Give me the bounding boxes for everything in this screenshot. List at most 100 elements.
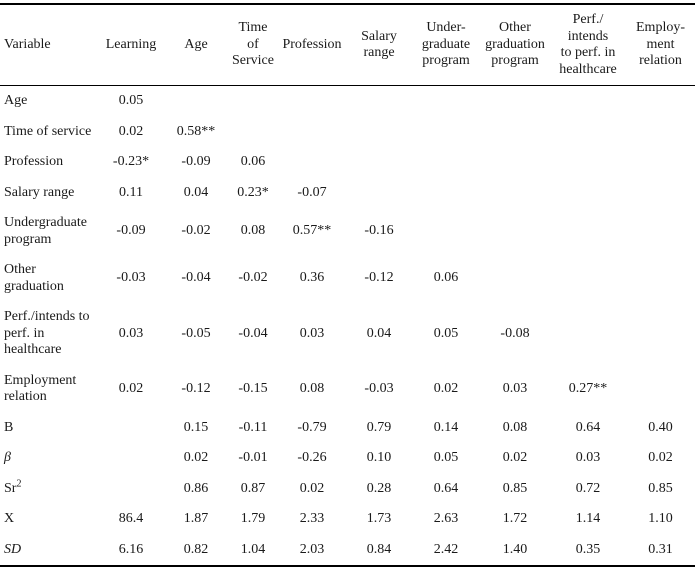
table-cell: 1.10 — [648, 511, 673, 527]
table-cell — [412, 86, 480, 117]
table-cell — [164, 86, 228, 117]
table-cell: 0.11 — [119, 184, 143, 200]
table-cell — [98, 474, 164, 505]
table-row: Age 0.05 — [0, 86, 695, 117]
table-row: Employment relation 0.02 -0.12 -0.15 0.08 -0.… — [0, 366, 695, 413]
row-label: Sr2 — [4, 478, 22, 496]
table-cell: 0.02 — [118, 123, 144, 139]
table-cell: 0.04 — [183, 184, 209, 200]
table-cell — [550, 117, 626, 148]
table-cell: 1.40 — [502, 541, 528, 557]
table-cell — [480, 147, 550, 178]
table-cell: -0.02 — [181, 223, 211, 239]
table-cell: 0.85 — [648, 480, 673, 496]
table-cell: 0.58** — [176, 123, 216, 139]
table-cell: 0.64 — [433, 480, 459, 496]
table-cell: 0.86 — [183, 480, 209, 496]
table-cell: 0.15 — [183, 419, 209, 435]
table-cell — [550, 178, 626, 209]
table-cell: -0.03 — [364, 380, 394, 396]
table-row: X 86.4 1.87 1.79 2.33 1.73 2.63 1.72 1.14 1.10 — [0, 504, 695, 535]
table-cell: 0.08 — [502, 419, 528, 435]
table-cell: 0.08 — [299, 380, 325, 396]
column-header-undergraduate-program: Under-graduate program — [421, 20, 471, 69]
table-cell: 0.28 — [366, 480, 392, 496]
table-cell: 0.64 — [575, 419, 601, 435]
table-cell: 2.42 — [433, 541, 459, 557]
column-header-employment-relation: Employ-ment relation — [636, 20, 685, 69]
header-row: Variable Learning Age Time of Service Professi… — [0, 4, 695, 86]
table-cell: -0.79 — [297, 419, 327, 435]
table-cell — [550, 86, 626, 117]
table-cell: 0.27** — [568, 380, 608, 396]
table-cell: 86.4 — [118, 511, 144, 527]
table-cell: 1.73 — [366, 511, 392, 527]
table-cell: 0.05 — [433, 325, 459, 341]
column-header-variable: Variable — [4, 36, 51, 52]
table-cell — [346, 178, 412, 209]
correlation-table: Variable Learning Age Time of Service Professi… — [0, 3, 695, 568]
table-cell: 0.72 — [575, 480, 601, 496]
table-cell: -0.09 — [181, 154, 211, 170]
table-row: Sr2 0.86 0.87 0.02 0.28 0.64 0.85 0.72 0.85 — [0, 474, 695, 505]
row-label: Age — [4, 93, 28, 109]
table-cell: 0.14 — [433, 419, 459, 435]
table-cell: 0.03 — [118, 325, 144, 341]
table-cell: -0.09 — [116, 223, 146, 239]
table-cell — [550, 302, 626, 366]
table-cell: 0.03 — [575, 450, 601, 466]
table-cell: -0.01 — [238, 450, 268, 466]
table-cell: -0.03 — [116, 270, 146, 286]
table-cell — [346, 86, 412, 117]
table-header: Variable Learning Age Time of Service Professi… — [0, 4, 695, 86]
table-cell: 6.16 — [118, 541, 144, 557]
row-label: Undergraduate program — [4, 215, 87, 247]
row-label: Other graduation — [4, 262, 64, 294]
column-header-salary-range: Salary range — [361, 28, 397, 61]
table-cell: 0.06 — [240, 154, 266, 170]
table-cell: 2.03 — [299, 541, 325, 557]
table-cell: -0.16 — [364, 223, 394, 239]
table-row: Time of service 0.02 0.58** — [0, 117, 695, 148]
table-cell: -0.04 — [238, 325, 268, 341]
table-cell: 0.02 — [648, 450, 673, 466]
row-label: Salary range — [4, 184, 75, 200]
row-label: Time of service — [4, 123, 92, 139]
row-label: B — [4, 419, 14, 435]
table-cell: -0.05 — [181, 325, 211, 341]
table-cell — [550, 208, 626, 255]
table-cell — [626, 255, 695, 302]
column-header-other-graduation-program: Other graduation program — [485, 20, 545, 69]
table-cell: 0.57** — [292, 223, 332, 239]
table-cell — [626, 366, 695, 413]
table-cell: 0.02 — [118, 380, 144, 396]
table-cell — [626, 302, 695, 366]
column-header-profession: Profession — [282, 36, 342, 52]
table-body: Age 0.05 Time of service 0.02 0.58** Professi… — [0, 86, 695, 567]
table-cell: 0.79 — [366, 419, 392, 435]
table-cell — [626, 147, 695, 178]
table-cell — [480, 255, 550, 302]
row-label: SD — [4, 541, 22, 557]
column-header-learning: Learning — [105, 36, 157, 52]
table-row: SD 6.16 0.82 1.04 2.03 0.84 2.42 1.40 0.35 0.31 — [0, 535, 695, 567]
table-cell: 0.85 — [502, 480, 528, 496]
row-label: β — [4, 450, 11, 466]
table-cell: 0.23* — [237, 184, 269, 200]
table-cell: 0.05 — [433, 450, 459, 466]
table-cell: 0.36 — [299, 270, 325, 286]
table-cell — [412, 178, 480, 209]
column-header-perf-intends-healthcare: Perf./intends to perf. in healthcare — [559, 12, 617, 77]
table-cell: -0.12 — [181, 380, 211, 396]
table-cell — [346, 117, 412, 148]
table-row: Profession -0.23* -0.09 0.06 — [0, 147, 695, 178]
table-cell — [98, 413, 164, 444]
table-cell — [228, 117, 278, 148]
table-row: β 0.02 -0.01 -0.26 0.10 0.05 0.02 0.03 0.02 — [0, 443, 695, 474]
table-cell: 0.02 — [433, 380, 459, 396]
table-cell: 0.40 — [648, 419, 673, 435]
table-cell — [98, 443, 164, 474]
table-cell: 0.05 — [118, 93, 144, 109]
table-cell: 0.03 — [299, 325, 325, 341]
